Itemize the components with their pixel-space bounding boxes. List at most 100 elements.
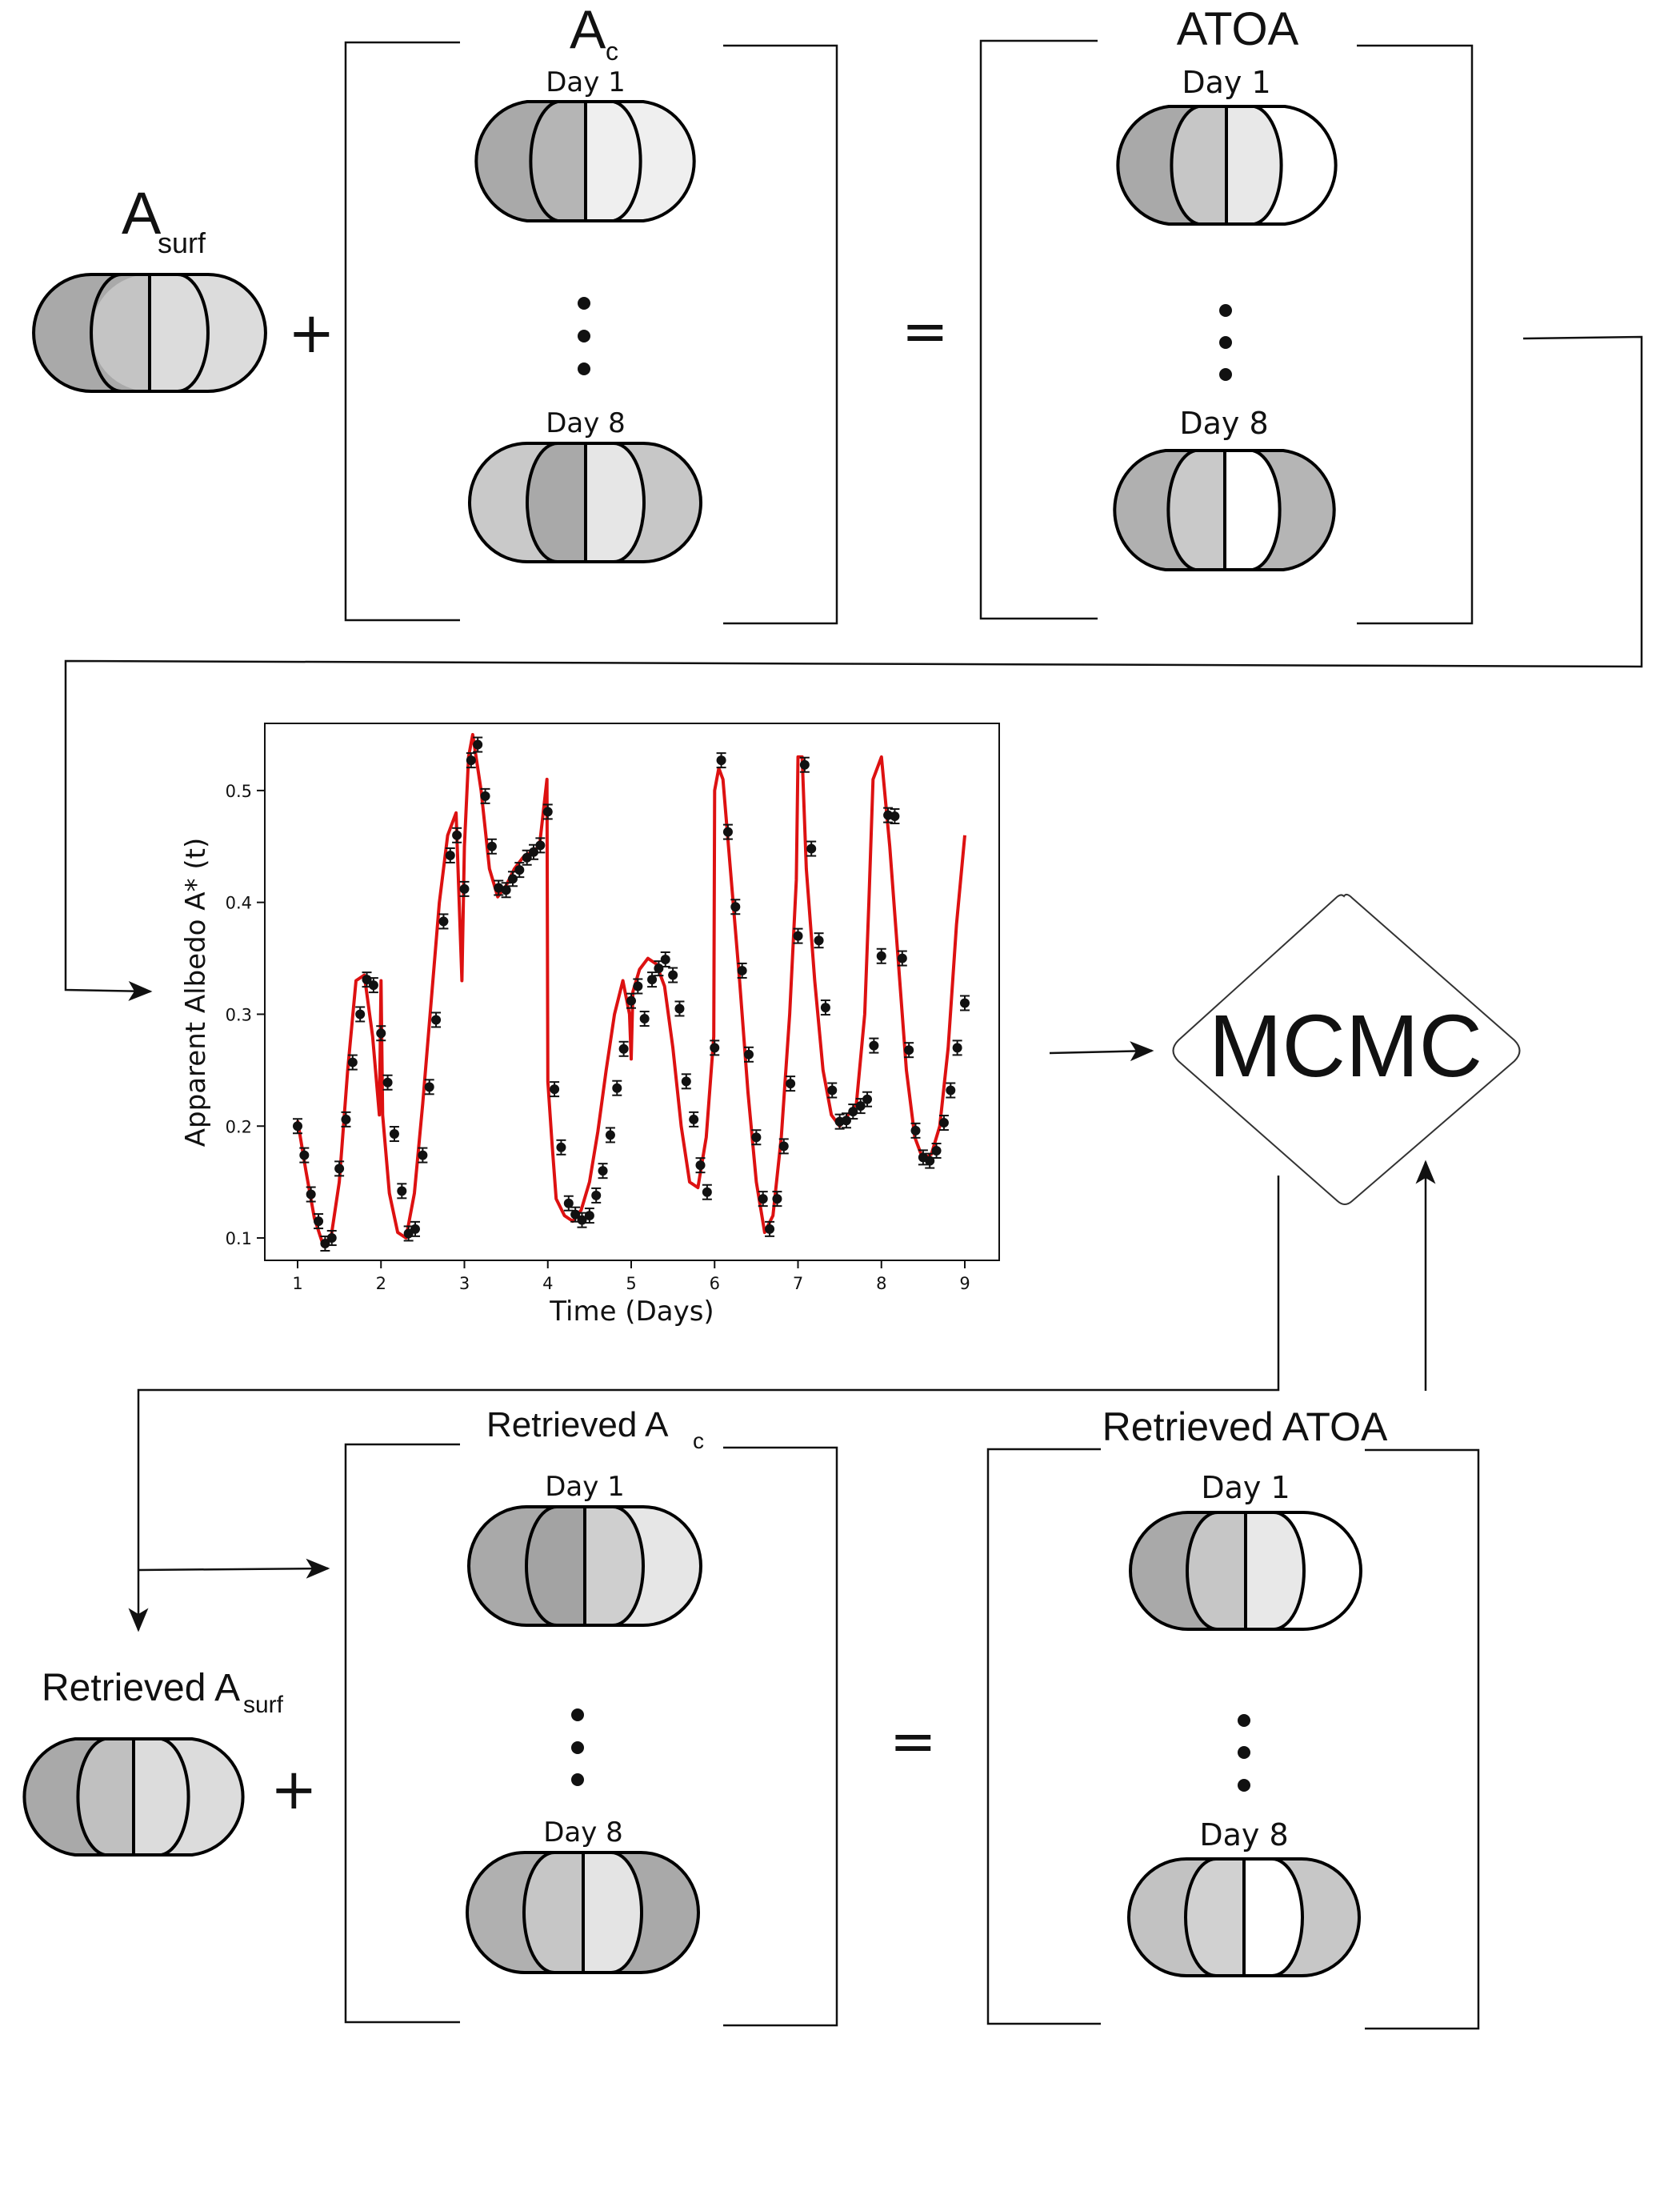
data-point — [293, 1118, 302, 1135]
data-point — [751, 1129, 762, 1146]
data-point — [563, 1195, 574, 1212]
x-tick-label-0: 1 — [292, 1274, 302, 1293]
top-cloud-label-sub: c — [606, 37, 618, 66]
data-point — [473, 736, 483, 753]
data-point — [876, 947, 886, 964]
data-point — [368, 977, 378, 994]
data-point — [938, 1115, 949, 1132]
data-point — [946, 1082, 956, 1099]
data-point — [681, 1073, 691, 1090]
data-point — [550, 1081, 560, 1098]
x-tick-label-1: 2 — [376, 1274, 386, 1293]
connector-top-to-chart — [64, 335, 1643, 1001]
data-point — [778, 1138, 789, 1155]
data-point — [314, 1213, 324, 1230]
x-tick-label-7: 8 — [876, 1274, 886, 1293]
mcmc-label: MCMC — [1209, 997, 1482, 1096]
data-point — [952, 1039, 962, 1056]
data-point — [668, 967, 678, 983]
bottom-toa-day8-pill — [1127, 1857, 1361, 1977]
top-toa-day1-pill — [1116, 105, 1338, 226]
data-point — [890, 808, 900, 825]
top-toa-ellipsis-dots — [1219, 304, 1232, 381]
bottom-toa-label: Retrieved ATOA — [1102, 1404, 1388, 1449]
data-point — [904, 1042, 914, 1059]
data-point — [584, 1208, 594, 1224]
data-point — [299, 1147, 310, 1164]
data-point — [577, 1212, 587, 1228]
data-point — [598, 1163, 608, 1180]
data-point — [647, 971, 658, 988]
data-point — [841, 1112, 851, 1129]
bottom-cloud-ellipsis-dots — [571, 1708, 584, 1786]
data-point — [424, 1079, 434, 1096]
data-point — [494, 879, 504, 896]
data-point — [480, 787, 490, 804]
data-point — [306, 1186, 316, 1203]
top-cloud-bracket — [344, 41, 838, 625]
data-point — [869, 1037, 879, 1054]
data-point — [438, 913, 449, 930]
data-point — [418, 1147, 428, 1164]
bottom-cloud-day-first-label: Day 1 — [545, 1471, 625, 1503]
top-toa-label: ATOA — [1177, 3, 1299, 55]
data-point — [326, 1230, 337, 1247]
data-point — [341, 1111, 351, 1128]
data-point — [765, 1220, 775, 1237]
albedo-chart: 0.1 0.2 0.3 0.4 0.5 1 2 3 4 5 6 7 8 9 Apparent Albed… — [180, 723, 1000, 1328]
top-toa-day8-pill — [1113, 449, 1336, 571]
data-point — [710, 1039, 720, 1056]
data-point — [702, 1184, 712, 1200]
x-tick-label-4: 5 — [626, 1274, 636, 1293]
data-point — [786, 1075, 796, 1092]
data-point — [605, 1127, 615, 1144]
data-point — [431, 1011, 442, 1028]
top-cloud-day8-pill — [468, 442, 702, 563]
top-surface-label-main: A — [122, 180, 162, 246]
data-point — [730, 899, 741, 915]
bottom-row: Retrieved A surf + Retrieved A c Day 1 — [22, 1404, 1480, 2030]
data-point — [758, 1191, 768, 1208]
data-point — [522, 849, 532, 866]
bottom-plus-sign: + — [270, 1756, 318, 1822]
data-point — [827, 1082, 838, 1099]
data-point — [814, 932, 824, 949]
bottom-toa-day-last-label: Day 8 — [1199, 1817, 1288, 1853]
bottom-surface-label-main: Retrieved A — [42, 1667, 240, 1709]
data-point — [535, 837, 546, 854]
data-point — [397, 1183, 407, 1200]
data-point — [382, 1074, 393, 1091]
data-point — [820, 999, 830, 1016]
bottom-cloud-label-main: Retrieved A — [486, 1405, 669, 1444]
top-plus-sign: + — [288, 300, 335, 366]
connector-mcmc-to-bottom — [128, 1176, 1280, 1632]
top-cloud-ellipsis-dots — [578, 297, 590, 375]
top-toa-day-first-label: Day 1 — [1182, 65, 1270, 100]
data-point — [897, 950, 907, 967]
data-point — [452, 827, 462, 843]
mcmc-node: MCMC — [1172, 893, 1521, 1205]
data-point — [862, 1091, 873, 1108]
bottom-equals-sign: = — [890, 1708, 937, 1774]
bottom-toa-ellipsis-dots — [1238, 1714, 1250, 1792]
connector-chart-to-mcmc — [1049, 1041, 1154, 1062]
data-point — [618, 1040, 629, 1057]
data-point — [410, 1220, 420, 1237]
data-point — [591, 1187, 602, 1204]
data-point — [806, 840, 817, 857]
bottom-cloud-label-sub: c — [693, 1428, 704, 1453]
mcmc-diamond — [1172, 893, 1521, 1205]
data-point — [960, 995, 970, 1011]
chart-data-points — [293, 736, 970, 1252]
bottom-surface-label-sub: surf — [243, 1692, 284, 1718]
data-point — [389, 1126, 399, 1143]
data-point — [459, 880, 470, 897]
x-tick-label-6: 7 — [793, 1274, 803, 1293]
data-point — [639, 1011, 650, 1027]
bottom-toa-day-first-label: Day 1 — [1201, 1470, 1290, 1505]
data-point — [674, 1000, 685, 1017]
data-point — [737, 962, 747, 979]
bottom-toa-day1-pill — [1129, 1511, 1362, 1631]
top-cloud-day-last-label: Day 8 — [546, 407, 626, 439]
